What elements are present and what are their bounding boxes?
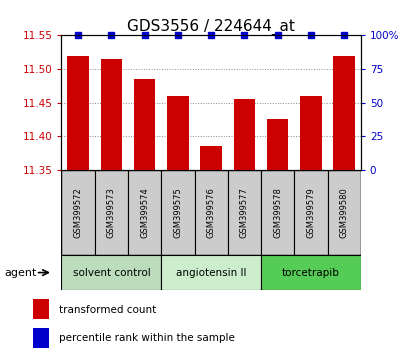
Bar <box>33 299 49 319</box>
Bar <box>261 255 360 290</box>
Text: GSM399572: GSM399572 <box>74 187 83 238</box>
Text: agent: agent <box>4 268 36 278</box>
Bar <box>61 255 161 290</box>
Text: GSM399578: GSM399578 <box>272 187 281 238</box>
Bar <box>299 96 321 170</box>
Bar <box>233 99 254 170</box>
Bar <box>333 56 354 170</box>
Text: angiotensin II: angiotensin II <box>175 268 246 278</box>
Bar <box>100 59 122 170</box>
Bar <box>161 170 194 255</box>
Title: GDS3556 / 224644_at: GDS3556 / 224644_at <box>127 19 294 35</box>
Text: GSM399576: GSM399576 <box>206 187 215 238</box>
Text: GSM399575: GSM399575 <box>173 187 182 238</box>
Text: percentile rank within the sample: percentile rank within the sample <box>58 333 234 343</box>
Bar <box>128 170 161 255</box>
Bar <box>227 170 261 255</box>
Bar <box>327 170 360 255</box>
Bar <box>261 170 294 255</box>
Bar <box>294 170 327 255</box>
Bar <box>94 170 128 255</box>
Bar <box>167 96 188 170</box>
Bar <box>200 146 221 170</box>
Bar <box>266 119 288 170</box>
Bar <box>194 170 227 255</box>
Text: GSM399574: GSM399574 <box>140 187 149 238</box>
Text: GSM399577: GSM399577 <box>239 187 248 238</box>
Bar <box>161 255 261 290</box>
Text: GSM399579: GSM399579 <box>306 187 315 238</box>
Bar <box>33 328 49 348</box>
Text: solvent control: solvent control <box>72 268 150 278</box>
Text: transformed count: transformed count <box>58 305 155 315</box>
Text: torcetrapib: torcetrapib <box>281 268 339 278</box>
Text: GSM399573: GSM399573 <box>107 187 116 238</box>
Bar <box>61 170 94 255</box>
Bar <box>67 56 89 170</box>
Bar <box>133 79 155 170</box>
Text: GSM399580: GSM399580 <box>339 187 348 238</box>
